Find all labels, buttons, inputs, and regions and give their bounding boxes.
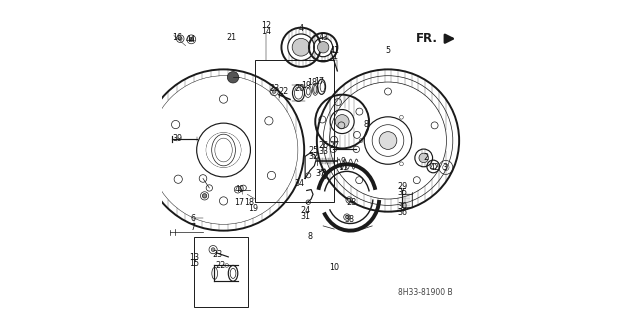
- Text: 37: 37: [315, 169, 325, 178]
- Circle shape: [272, 90, 276, 93]
- Text: 8H33-81900 B: 8H33-81900 B: [399, 288, 453, 297]
- Text: 38: 38: [344, 215, 354, 224]
- Circle shape: [348, 198, 351, 202]
- Text: 30: 30: [398, 202, 408, 211]
- Text: 19: 19: [248, 204, 259, 213]
- Text: 18: 18: [307, 78, 317, 87]
- Text: 22: 22: [215, 261, 225, 270]
- Text: 22: 22: [278, 87, 289, 96]
- Circle shape: [335, 115, 349, 129]
- Text: 29: 29: [397, 182, 408, 191]
- Text: 43: 43: [318, 33, 328, 42]
- Text: 18: 18: [244, 198, 254, 207]
- Text: 27: 27: [329, 141, 339, 150]
- Circle shape: [206, 133, 241, 167]
- Text: 8: 8: [307, 233, 312, 241]
- Text: 20: 20: [294, 84, 305, 93]
- Text: 32: 32: [308, 152, 318, 161]
- Circle shape: [317, 41, 329, 53]
- Text: 34: 34: [294, 179, 305, 188]
- Circle shape: [227, 71, 239, 83]
- Circle shape: [292, 38, 310, 56]
- Text: 9: 9: [340, 157, 346, 166]
- Text: 42: 42: [429, 163, 440, 172]
- Text: 40: 40: [234, 185, 244, 194]
- Text: 39: 39: [172, 134, 182, 144]
- Text: 1: 1: [332, 52, 337, 61]
- Circle shape: [211, 248, 215, 251]
- Circle shape: [202, 194, 207, 198]
- Text: 36: 36: [398, 208, 408, 217]
- Circle shape: [346, 215, 348, 219]
- Text: 23: 23: [269, 84, 279, 93]
- Circle shape: [379, 132, 397, 149]
- Text: 33: 33: [319, 147, 329, 156]
- Text: FR.: FR.: [415, 32, 438, 45]
- Circle shape: [419, 153, 428, 163]
- Text: 16: 16: [172, 33, 182, 42]
- Text: 28: 28: [346, 198, 356, 207]
- Circle shape: [179, 37, 182, 41]
- Text: 24: 24: [301, 206, 311, 215]
- Text: 10: 10: [329, 263, 339, 271]
- Bar: [195, 237, 248, 307]
- Text: 13: 13: [189, 253, 200, 262]
- Text: 25: 25: [308, 145, 318, 154]
- Text: 15: 15: [189, 259, 200, 268]
- Text: 19: 19: [301, 81, 311, 90]
- Text: 21: 21: [227, 33, 237, 42]
- Ellipse shape: [314, 85, 317, 93]
- Text: 6: 6: [190, 213, 195, 222]
- Text: 44: 44: [186, 35, 196, 44]
- Text: 26: 26: [319, 141, 329, 150]
- Text: 2: 2: [424, 153, 429, 162]
- Text: 11: 11: [338, 163, 348, 172]
- Text: 23: 23: [212, 250, 222, 259]
- Text: 4: 4: [298, 24, 303, 33]
- Text: 7: 7: [190, 223, 195, 232]
- Text: 35: 35: [398, 188, 408, 197]
- Text: 41: 41: [329, 46, 339, 55]
- Text: 17: 17: [314, 77, 324, 85]
- Text: 14: 14: [261, 27, 271, 36]
- Text: 5: 5: [385, 46, 390, 55]
- Text: 8: 8: [364, 120, 369, 129]
- Text: 17: 17: [234, 198, 244, 207]
- Text: 3: 3: [442, 163, 447, 172]
- Circle shape: [189, 37, 193, 41]
- Bar: [255, 60, 334, 202]
- Text: 12: 12: [261, 21, 271, 30]
- Text: 31: 31: [301, 212, 311, 221]
